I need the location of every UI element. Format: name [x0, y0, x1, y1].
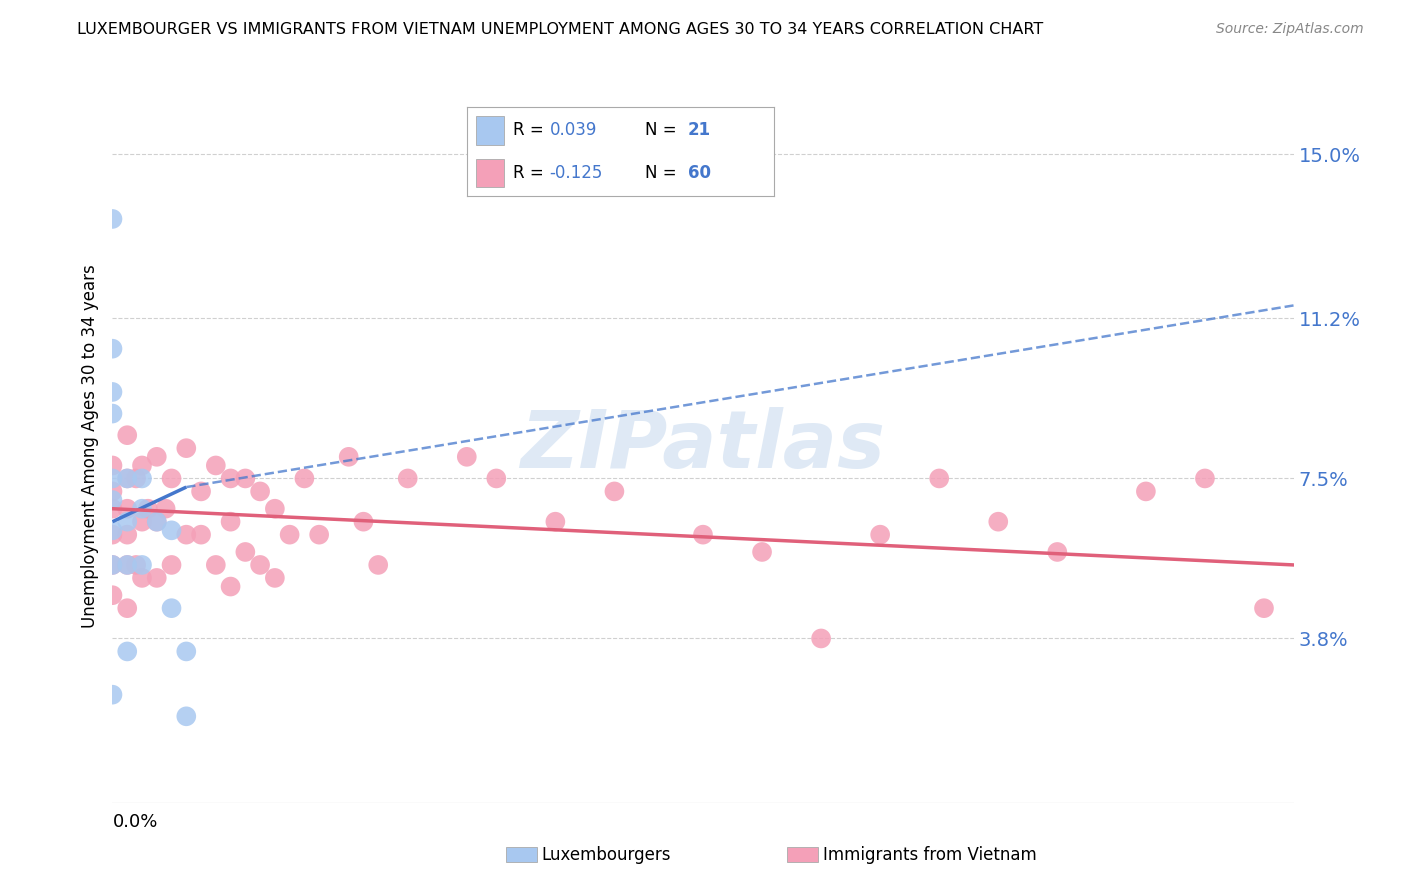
Point [101, 558, 124, 572]
Point [101, 211, 124, 226]
Point [810, 632, 832, 646]
Point [233, 545, 256, 559]
Point [160, 601, 183, 615]
Point [155, 501, 177, 516]
Point [101, 484, 124, 499]
Point [544, 515, 567, 529]
Point [131, 515, 153, 529]
Text: 0.0%: 0.0% [112, 813, 157, 830]
Point [692, 527, 714, 541]
Point [174, 644, 197, 658]
Point [219, 515, 242, 529]
Point [146, 450, 169, 464]
Point [292, 471, 315, 485]
Point [264, 571, 287, 585]
Point [117, 501, 138, 516]
Text: Immigrants from Vietnam: Immigrants from Vietnam [823, 846, 1036, 863]
Y-axis label: Unemployment Among Ages 30 to 34 years: Unemployment Among Ages 30 to 34 years [80, 264, 98, 628]
Point [117, 515, 138, 529]
Point [101, 471, 124, 485]
Point [205, 458, 228, 473]
Point [146, 515, 169, 529]
Point [264, 501, 287, 516]
Text: Source: ZipAtlas.com: Source: ZipAtlas.com [1216, 22, 1364, 37]
Point [249, 558, 271, 572]
Point [337, 450, 360, 464]
Point [219, 580, 242, 594]
Text: ZIPatlas: ZIPatlas [520, 407, 886, 485]
Point [869, 527, 891, 541]
Point [101, 342, 124, 356]
Point [160, 471, 183, 485]
Point [101, 384, 124, 399]
Point [117, 558, 138, 572]
Point [928, 471, 950, 485]
Point [367, 558, 389, 572]
Point [233, 471, 256, 485]
Point [101, 458, 124, 473]
Point [101, 407, 124, 421]
Point [219, 471, 242, 485]
Point [117, 527, 138, 541]
Point [101, 524, 124, 538]
Text: Luxembourgers: Luxembourgers [541, 846, 671, 863]
Point [101, 558, 124, 572]
Point [136, 501, 159, 516]
Point [308, 527, 330, 541]
Point [174, 709, 197, 723]
Point [396, 471, 419, 485]
Point [101, 588, 124, 602]
Point [1135, 484, 1157, 499]
Point [117, 644, 138, 658]
Point [146, 515, 169, 529]
Point [117, 601, 138, 615]
Point [987, 515, 1010, 529]
Point [456, 450, 478, 464]
Point [352, 515, 374, 529]
Point [131, 458, 153, 473]
Point [603, 484, 626, 499]
Point [190, 484, 212, 499]
Point [117, 471, 138, 485]
Point [485, 471, 508, 485]
Point [101, 527, 124, 541]
Point [205, 558, 228, 572]
Point [751, 545, 773, 559]
Point [190, 527, 212, 541]
Text: LUXEMBOURGER VS IMMIGRANTS FROM VIETNAM UNEMPLOYMENT AMONG AGES 30 TO 34 YEARS C: LUXEMBOURGER VS IMMIGRANTS FROM VIETNAM … [77, 22, 1043, 37]
Point [101, 493, 124, 508]
Point [249, 484, 271, 499]
Point [131, 558, 153, 572]
Point [160, 558, 183, 572]
Point [131, 471, 153, 485]
Point [125, 471, 148, 485]
Point [101, 501, 124, 516]
Point [1194, 471, 1216, 485]
Point [101, 688, 124, 702]
Point [174, 441, 197, 455]
Point [278, 527, 301, 541]
Point [1046, 545, 1069, 559]
Point [146, 571, 169, 585]
Point [174, 527, 197, 541]
Point [117, 471, 138, 485]
Point [117, 558, 138, 572]
Point [125, 558, 148, 572]
Point [131, 501, 153, 516]
Point [160, 524, 183, 538]
Point [117, 428, 138, 442]
Point [131, 571, 153, 585]
Point [1253, 601, 1275, 615]
